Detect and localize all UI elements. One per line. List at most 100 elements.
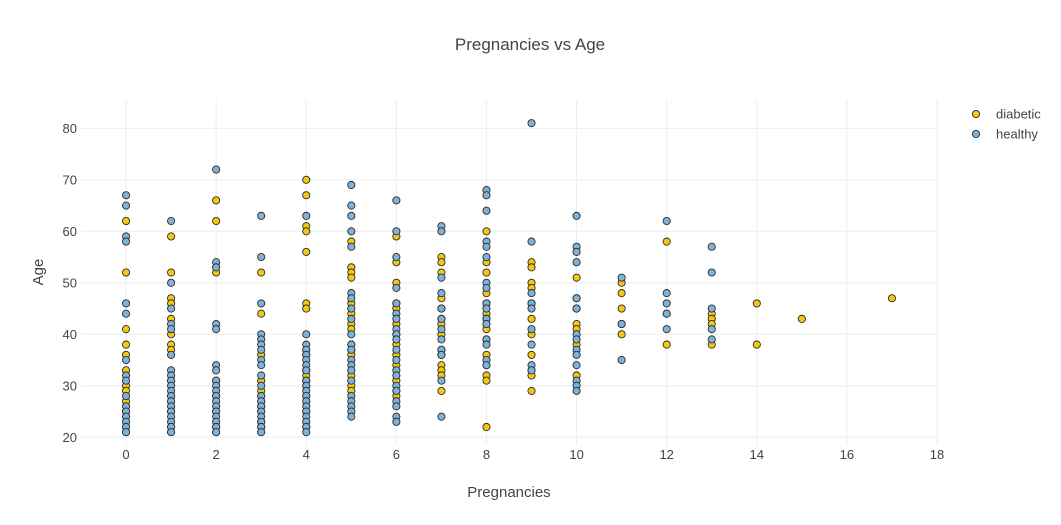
data-point-healthy [617, 355, 626, 365]
y-tick-label: 40 [63, 327, 77, 342]
data-point-healthy [302, 211, 311, 220]
data-point-diabetic [122, 268, 131, 277]
data-point-diabetic [302, 247, 311, 256]
data-point-healthy [527, 289, 536, 298]
data-points [122, 119, 896, 437]
data-point-healthy [167, 304, 176, 313]
data-point-healthy [572, 361, 581, 370]
legend-item-diabetic[interactable]: diabetic [971, 107, 1041, 122]
series-healthy [122, 119, 716, 437]
data-point-healthy [257, 299, 266, 308]
y-tick-label: 80 [63, 121, 77, 136]
data-point-healthy [392, 314, 401, 323]
data-point-healthy [662, 216, 671, 226]
legend-item-healthy[interactable]: healthy [971, 127, 1038, 142]
data-point-diabetic [752, 299, 761, 308]
data-point-healthy [302, 428, 311, 437]
data-point-healthy [662, 289, 671, 298]
data-point-healthy [347, 201, 356, 210]
data-point-diabetic [527, 350, 536, 359]
x-tick-label: 8 [483, 447, 490, 462]
data-point-healthy [257, 361, 266, 370]
y-tick-label: 50 [63, 275, 77, 290]
data-point-healthy [347, 366, 356, 375]
data-point-healthy [662, 309, 671, 318]
data-point-diabetic [482, 227, 491, 236]
data-point-healthy [392, 386, 401, 395]
data-point-healthy [437, 325, 446, 334]
data-point-diabetic [482, 268, 491, 277]
data-point-diabetic [167, 268, 176, 277]
data-point-diabetic [437, 386, 446, 395]
data-point-healthy [122, 309, 131, 318]
data-point-healthy [257, 371, 266, 380]
data-point-healthy [527, 119, 536, 128]
data-point-healthy [167, 350, 176, 359]
data-point-healthy [437, 412, 446, 421]
x-tick-label: 4 [303, 447, 310, 462]
data-point-diabetic [257, 309, 266, 318]
data-point-diabetic [212, 216, 221, 226]
data-point-healthy [482, 242, 491, 251]
data-point-healthy [167, 325, 176, 334]
data-point-diabetic [752, 340, 761, 349]
chart-title: Pregnancies vs Age [455, 35, 605, 54]
data-point-healthy [167, 428, 176, 437]
data-point-healthy [347, 412, 356, 421]
data-point-healthy [527, 340, 536, 349]
data-point-healthy [122, 392, 131, 401]
data-point-healthy [302, 366, 311, 375]
data-point-diabetic [437, 258, 446, 267]
data-point-healthy [482, 340, 491, 349]
data-point-diabetic [122, 340, 131, 349]
data-point-healthy [347, 180, 356, 190]
data-point-diabetic [797, 314, 806, 323]
data-point-healthy [167, 216, 176, 226]
data-point-diabetic [617, 304, 626, 313]
legend[interactable]: diabetic healthy [971, 107, 1041, 142]
data-point-healthy [572, 211, 581, 220]
data-point-healthy [707, 335, 716, 344]
data-point-healthy [437, 314, 446, 323]
data-point-diabetic [167, 232, 176, 241]
data-point-healthy [212, 165, 221, 174]
data-point-healthy [707, 325, 716, 334]
data-point-healthy [572, 335, 581, 344]
data-point-healthy [572, 258, 581, 267]
axes: 0 2 4 6 8 10 12 14 16 18 20 30 40 50 60 70 80 [63, 121, 945, 462]
data-point-diabetic [617, 289, 626, 298]
data-point-healthy [437, 227, 446, 236]
data-point-healthy [482, 191, 491, 200]
data-point-healthy [482, 253, 491, 262]
legend-label: diabetic [996, 107, 1041, 122]
data-point-healthy [392, 283, 401, 292]
data-point-healthy [437, 273, 446, 282]
data-point-diabetic [887, 294, 896, 303]
data-point-diabetic [302, 191, 311, 200]
legend-marker [971, 109, 981, 119]
data-point-healthy [257, 381, 266, 390]
x-axis-title: Pregnancies [467, 484, 550, 501]
data-point-healthy [392, 227, 401, 236]
data-point-healthy [392, 417, 401, 426]
y-tick-label: 70 [63, 172, 77, 187]
y-tick-label: 20 [63, 430, 77, 445]
data-point-healthy [122, 428, 131, 437]
data-point-healthy [572, 294, 581, 303]
data-point-healthy [347, 227, 356, 236]
data-point-healthy [572, 386, 581, 395]
data-point-healthy [122, 237, 131, 246]
data-point-healthy [392, 299, 401, 308]
legend-marker [971, 129, 981, 139]
x-tick-label: 18 [930, 447, 944, 462]
data-point-healthy [167, 278, 176, 287]
y-tick-label: 60 [63, 224, 77, 239]
data-point-diabetic [572, 273, 581, 282]
data-point-diabetic [302, 227, 311, 236]
data-point-healthy [392, 355, 401, 365]
data-point-diabetic [122, 325, 131, 334]
data-point-diabetic [212, 196, 221, 205]
data-point-healthy [527, 304, 536, 313]
